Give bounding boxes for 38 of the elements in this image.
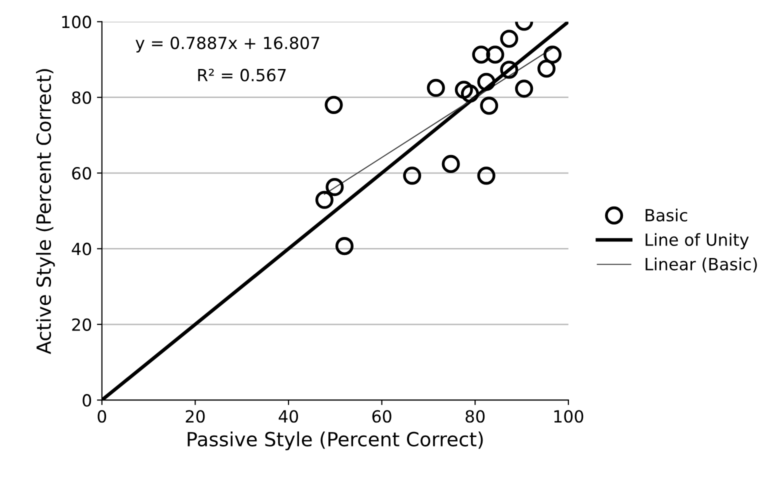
point: [472, 46, 490, 64]
x-axis-title: Passive Style (Percent Correct): [188, 431, 483, 450]
point: [544, 46, 562, 64]
x-tick-label: 40: [278, 410, 298, 423]
point: [500, 60, 518, 79]
point: [460, 84, 479, 103]
y-tick-label: 80: [72, 91, 92, 104]
annotation: R² = 0.567: [198, 68, 286, 82]
x-tick-label: 100: [554, 410, 584, 423]
annotation: y = 0.7887x + 16.807: [136, 36, 320, 52]
x-tick-label: 60: [372, 410, 392, 423]
point: [326, 178, 344, 196]
x-tick-label: 20: [186, 410, 205, 423]
point: [477, 72, 496, 91]
point: [480, 96, 498, 115]
legend-label: Basic: [646, 208, 688, 222]
legend-label: Line of Unity: [646, 233, 749, 250]
y-axis-title: Active Style (Percent Correct): [36, 69, 55, 354]
y-tick-label: 20: [72, 318, 92, 331]
point: [486, 46, 504, 64]
point: [335, 237, 354, 256]
point: [515, 80, 534, 98]
point: [477, 166, 496, 185]
point: [442, 154, 460, 173]
x-tick-label: 0: [98, 410, 106, 423]
point: [537, 60, 556, 78]
y-tick-label: 0: [82, 394, 92, 407]
point: [315, 190, 334, 209]
y-tick-label: 40: [72, 242, 92, 256]
point: [426, 78, 445, 97]
y-tick-label: 100: [62, 16, 92, 28]
point: [500, 30, 518, 48]
y-tick-label: 60: [72, 167, 92, 180]
point: [324, 96, 343, 114]
point: [403, 166, 422, 185]
point: [454, 80, 473, 99]
x-tick-label: 80: [466, 410, 485, 423]
legend-label: Linear (Basic): [646, 258, 757, 272]
